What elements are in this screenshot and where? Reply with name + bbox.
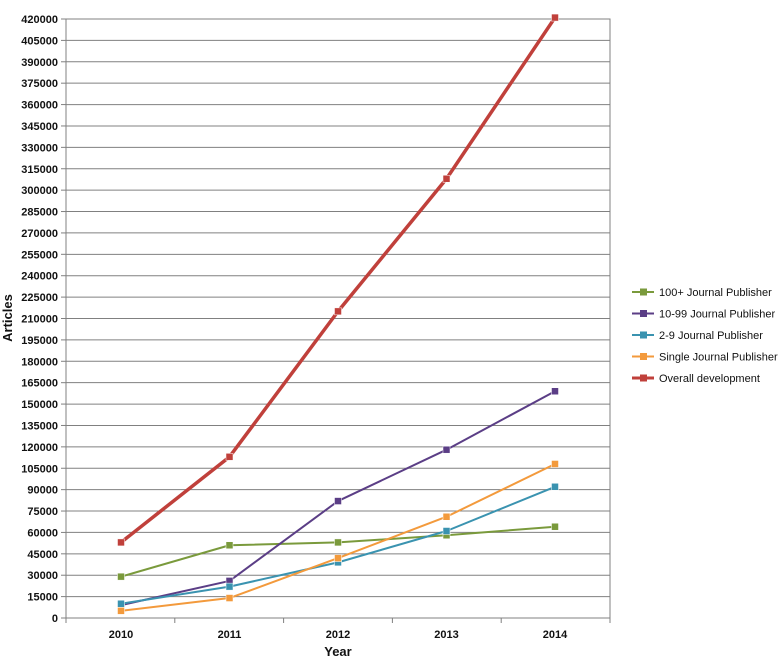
legend-item: 10-99 Journal Publisher [632,309,776,321]
y-tick-label: 150000 [21,399,58,411]
legend-item: Single Journal Publisher [632,352,778,364]
legend: 100+ Journal Publisher 10-99 Journal Publ… [632,287,778,385]
data-point [442,174,451,183]
y-tick-label: 60000 [27,527,58,539]
series-lines [117,13,559,615]
legend-item: 100+ Journal Publisher [632,287,772,299]
series-3 [117,483,559,608]
y-tick-label: 300000 [21,185,58,197]
legend-item: Overall development [632,373,760,385]
y-axis-title: Articles [0,294,15,342]
legend-swatch-marker [640,353,647,360]
x-axis-ticks: 2010 2011 2012 2013 2014 [65,618,611,641]
legend-label: 100+ Journal Publisher [659,287,772,299]
grid-lines [66,18,610,598]
y-tick-label: 135000 [21,420,58,432]
data-point [442,445,451,454]
legend-item: 2-9 Journal Publisher [632,330,763,342]
x-tick-label: 2012 [326,629,350,641]
y-tick-label: 390000 [21,57,58,69]
y-tick-label: 210000 [21,314,58,326]
data-point [551,522,559,531]
series-5 [117,13,559,547]
y-tick-label: 285000 [21,207,58,219]
data-point [442,527,451,535]
x-tick-label: 2014 [543,629,568,641]
y-tick-label: 195000 [21,335,58,347]
data-point [225,582,234,591]
legend-swatch-marker [640,374,647,382]
data-point [117,607,125,615]
data-point [334,538,342,547]
x-axis-title: Year [324,644,351,659]
data-point [225,594,234,602]
y-tick-label: 270000 [21,228,58,240]
y-tick-label: 45000 [27,549,58,561]
y-tick-label: 315000 [21,164,58,176]
data-point [551,460,559,468]
data-point [117,538,125,547]
data-point [117,599,125,608]
data-point [551,13,559,22]
legend-label: 10-99 Journal Publisher [659,309,776,321]
data-point [334,497,342,505]
data-point [442,512,451,521]
legend-swatch-marker [640,288,647,296]
y-tick-label: 330000 [21,142,58,154]
y-tick-label: 165000 [21,378,58,390]
y-tick-label: 105000 [21,463,58,475]
legend-label: Overall development [659,373,760,385]
y-tick-label: 255000 [21,249,58,261]
y-tick-label: 30000 [27,570,58,582]
data-point [334,307,342,316]
series-4 [117,460,559,615]
y-axis-ticks: 0 15000 30000 45000 60000 75000 90000 105000 120… [21,14,66,625]
legend-swatch-marker [640,331,647,339]
y-tick-label: 15000 [27,592,58,604]
data-point [117,572,125,581]
legend-swatch-marker [640,310,647,317]
y-tick-label: 90000 [27,485,58,497]
data-point [334,554,342,562]
x-tick-label: 2013 [434,629,458,641]
y-tick-label: 240000 [21,271,58,283]
y-tick-label: 345000 [21,121,58,133]
x-tick-label: 2011 [218,629,242,641]
legend-label: Single Journal Publisher [659,352,778,364]
y-tick-label: 225000 [21,292,58,304]
x-tick-label: 2010 [109,629,133,641]
y-tick-label: 0 [52,613,58,625]
legend-label: 2-9 Journal Publisher [659,330,763,342]
data-point [551,387,559,395]
y-tick-label: 120000 [21,442,58,454]
data-point [225,541,234,550]
y-tick-label: 375000 [21,78,58,90]
y-tick-label: 180000 [21,356,58,368]
y-tick-label: 420000 [21,14,58,26]
data-point [225,453,234,461]
y-tick-label: 405000 [21,35,58,47]
y-tick-label: 360000 [21,100,58,112]
data-point [551,483,559,491]
y-tick-label: 75000 [27,506,58,518]
